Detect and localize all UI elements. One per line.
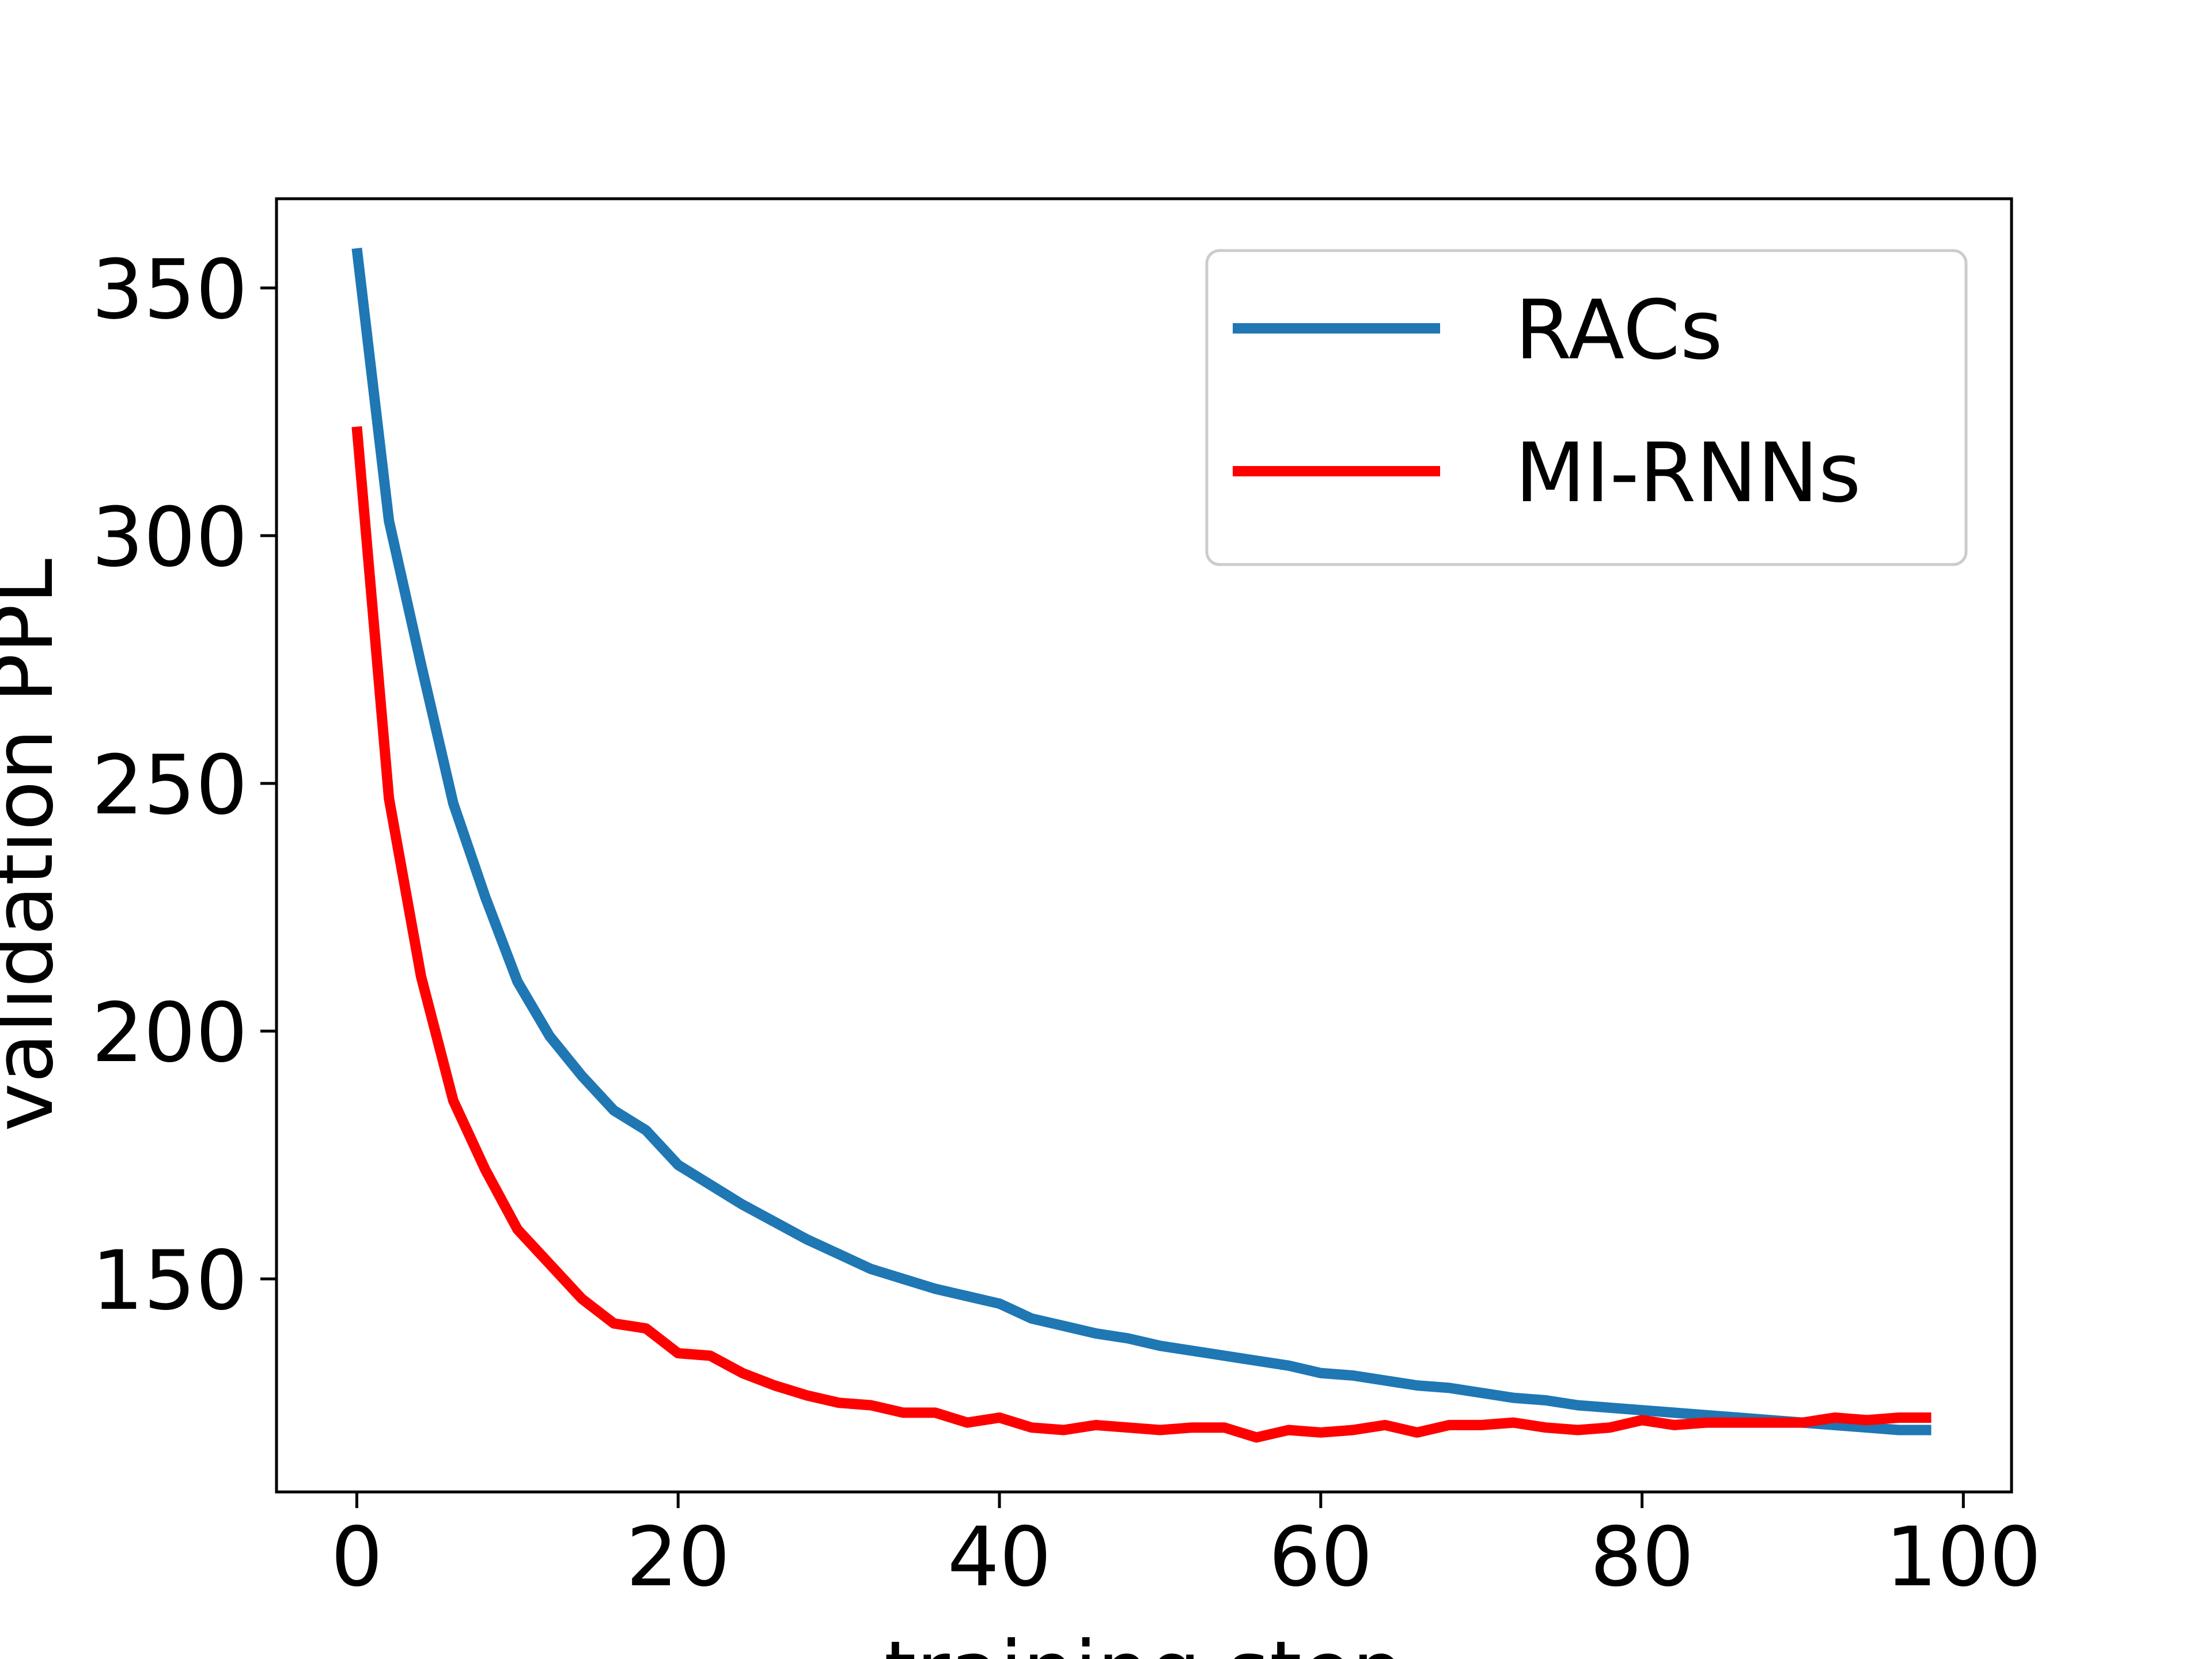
- y-tick-label: 200: [92, 986, 248, 1081]
- x-tick-label: 80: [1590, 1510, 1694, 1605]
- x-tick-label: 0: [331, 1510, 382, 1605]
- legend-label: RACs: [1515, 283, 1723, 378]
- series-line-1: [351, 247, 1931, 1435]
- x-tick-label: 100: [1885, 1510, 2041, 1605]
- y-tick-label: 150: [92, 1233, 248, 1328]
- y-axis-label: validation PPL: [0, 559, 71, 1132]
- y-tick-label: 350: [92, 243, 248, 338]
- plot-frame: [275, 197, 2013, 1494]
- legend: RACs MI-RNNs: [1205, 249, 1968, 566]
- x-tick-label: 40: [948, 1510, 1052, 1605]
- axis-ticks: 0 20 40 60 80 100 150 200 250 300 350: [92, 243, 2041, 1605]
- y-tick-label: 300: [92, 490, 248, 585]
- series-line-2: [351, 426, 1931, 1443]
- x-tick-label: 60: [1268, 1510, 1373, 1605]
- x-axis-label: training step: [884, 1624, 1404, 1659]
- series-lines: [351, 247, 1931, 1443]
- y-tick-label: 250: [92, 738, 248, 833]
- legend-label: MI-RNNs: [1515, 426, 1861, 521]
- x-tick-label: 20: [626, 1510, 730, 1605]
